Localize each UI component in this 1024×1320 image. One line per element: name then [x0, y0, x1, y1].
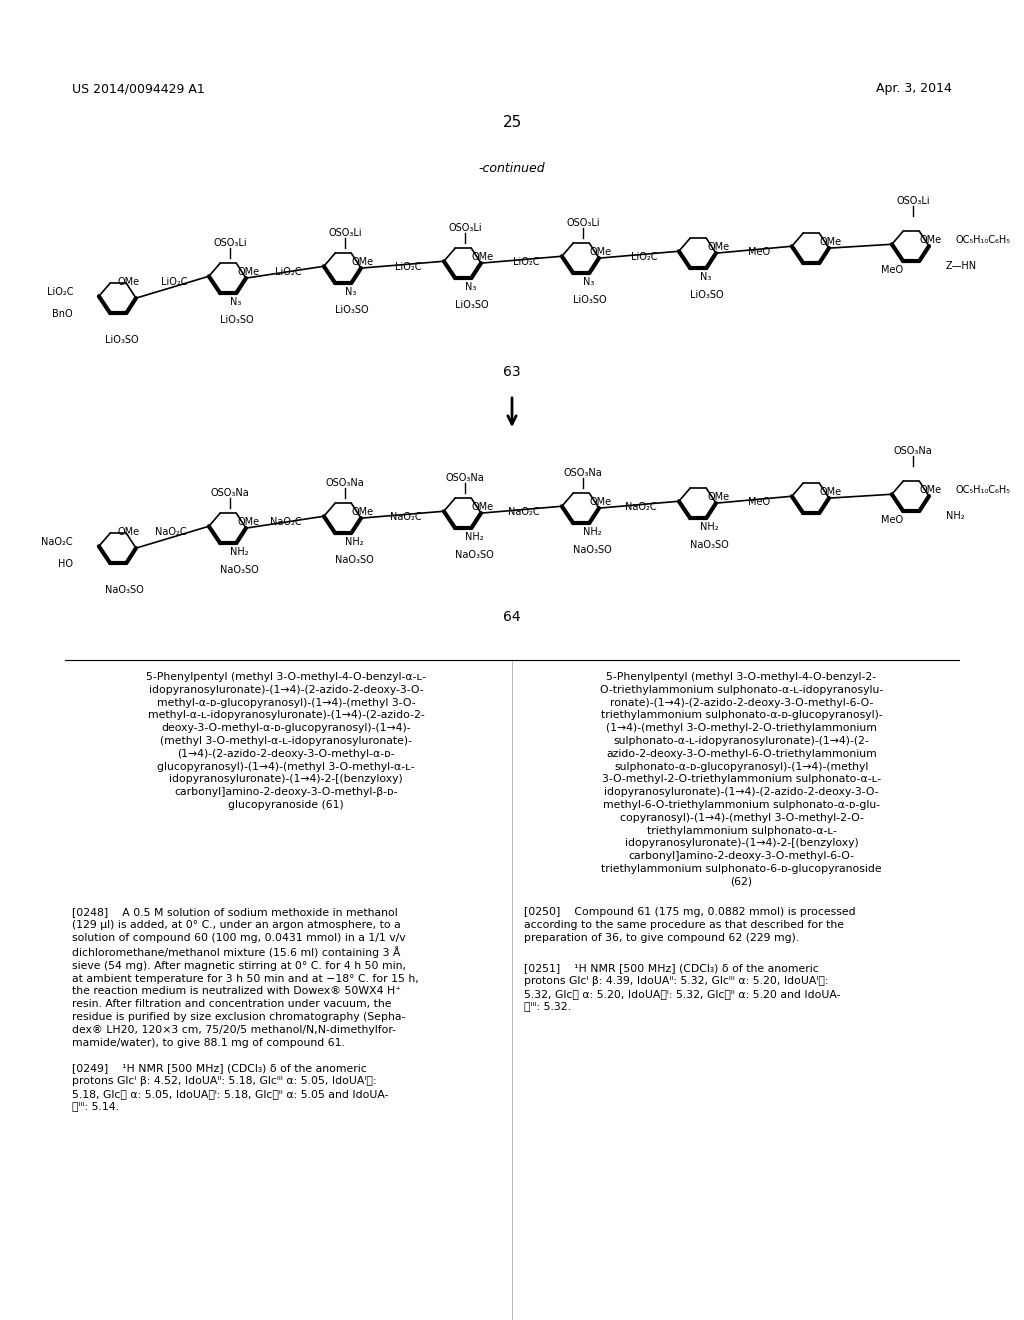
Text: 25: 25	[503, 115, 521, 129]
Text: OC₅H₁₀C₆H₅: OC₅H₁₀C₆H₅	[956, 235, 1011, 246]
Text: OSO₃Li: OSO₃Li	[213, 238, 247, 248]
Text: NH₂: NH₂	[946, 511, 965, 521]
Text: Z—HN: Z—HN	[946, 261, 977, 271]
Text: -continued: -continued	[478, 162, 546, 176]
Text: NaO₂C: NaO₂C	[156, 527, 187, 537]
Text: OSO₃Na: OSO₃Na	[563, 469, 602, 478]
Text: NH₂: NH₂	[700, 521, 719, 532]
Text: LiO₂C: LiO₂C	[46, 286, 73, 297]
Text: NH₂: NH₂	[345, 537, 364, 546]
Text: NaO₃SO: NaO₃SO	[573, 545, 611, 554]
Text: OMe: OMe	[237, 267, 259, 277]
Text: LiO₂C: LiO₂C	[631, 252, 657, 261]
Text: OMe: OMe	[117, 527, 139, 537]
Text: OMe: OMe	[707, 242, 729, 252]
Text: OSO₃Na: OSO₃Na	[894, 446, 933, 455]
Text: 5-Phenylpentyl (methyl 3-O-methyl-4-O-benzyl-α-ʟ-
idopyranosyluronate)-(1→4)-(2-: 5-Phenylpentyl (methyl 3-O-methyl-4-O-be…	[146, 672, 426, 810]
Text: OMe: OMe	[920, 235, 942, 246]
Text: N₃: N₃	[465, 282, 476, 292]
Text: MeO: MeO	[748, 247, 770, 257]
Text: OMe: OMe	[352, 257, 374, 267]
Text: LiO₂C: LiO₂C	[275, 267, 302, 277]
Text: [0251]    ¹H NMR [500 MHz] (CDCl₃) δ of the anomeric
protons Glcᴵ β: 4.39, IdoUA: [0251] ¹H NMR [500 MHz] (CDCl₃) δ of the…	[524, 964, 841, 1011]
Text: [0249]    ¹H NMR [500 MHz] (CDCl₃) δ of the anomeric
protons Glcᴵ β: 4.52, IdoUA: [0249] ¹H NMR [500 MHz] (CDCl₃) δ of the…	[72, 1063, 388, 1111]
Text: LiO₃SO: LiO₃SO	[690, 290, 724, 300]
Text: LiO₂C: LiO₂C	[395, 261, 422, 272]
Text: N₃: N₃	[583, 277, 594, 286]
Text: NaO₂C: NaO₂C	[390, 512, 422, 521]
Text: NaO₂C: NaO₂C	[626, 502, 657, 512]
Text: LiO₃SO: LiO₃SO	[573, 294, 606, 305]
Text: LiO₃SO: LiO₃SO	[335, 305, 369, 315]
Text: [0250]    Compound 61 (175 mg, 0.0882 mmol) is processed
according to the same p: [0250] Compound 61 (175 mg, 0.0882 mmol)…	[524, 907, 856, 942]
Text: OMe: OMe	[590, 247, 612, 257]
Text: OSO₃Li: OSO₃Li	[566, 218, 600, 228]
Text: OSO₃Li: OSO₃Li	[449, 223, 482, 234]
Text: OMe: OMe	[117, 277, 139, 286]
Text: OC₅H₁₀C₆H₅: OC₅H₁₀C₆H₅	[956, 484, 1011, 495]
Text: LiO₃SO: LiO₃SO	[455, 300, 488, 310]
Text: OSO₃Na: OSO₃Na	[211, 488, 250, 498]
Text: OSO₃Na: OSO₃Na	[326, 478, 365, 488]
Text: NaO₂C: NaO₂C	[270, 517, 302, 527]
Text: NaO₂C: NaO₂C	[508, 507, 540, 517]
Text: MeO: MeO	[881, 265, 903, 275]
Text: OMe: OMe	[472, 502, 495, 512]
Text: NH₂: NH₂	[465, 532, 483, 543]
Text: NaO₃SO: NaO₃SO	[105, 585, 143, 595]
Text: OMe: OMe	[820, 487, 842, 498]
Text: NH₂: NH₂	[583, 527, 602, 537]
Text: [0248]    A 0.5 M solution of sodium methoxide in methanol
(129 μl) is added, at: [0248] A 0.5 M solution of sodium methox…	[72, 907, 419, 1048]
Text: OMe: OMe	[472, 252, 495, 261]
Text: MeO: MeO	[748, 498, 770, 507]
Text: LiO₂C: LiO₂C	[513, 257, 540, 267]
Text: OSO₃Li: OSO₃Li	[896, 195, 930, 206]
Text: NH₂: NH₂	[230, 546, 249, 557]
Text: OMe: OMe	[820, 238, 842, 247]
Text: LiO₃SO: LiO₃SO	[220, 315, 254, 325]
Text: OMe: OMe	[590, 498, 612, 507]
Text: MeO: MeO	[881, 515, 903, 525]
Text: LiO₂C: LiO₂C	[161, 277, 187, 286]
Text: LiO₃SO: LiO₃SO	[105, 335, 138, 345]
Text: NaO₃SO: NaO₃SO	[455, 550, 494, 560]
Text: NaO₃SO: NaO₃SO	[690, 540, 729, 550]
Text: OSO₃Li: OSO₃Li	[328, 228, 361, 238]
Text: HO: HO	[58, 558, 73, 569]
Text: N₃: N₃	[230, 297, 242, 308]
Text: OMe: OMe	[237, 517, 259, 527]
Text: BnO: BnO	[52, 309, 73, 319]
Text: NaO₂C: NaO₂C	[41, 537, 73, 546]
Text: OSO₃Na: OSO₃Na	[445, 473, 484, 483]
Text: N₃: N₃	[345, 286, 356, 297]
Text: 63: 63	[503, 366, 521, 379]
Text: OMe: OMe	[352, 507, 374, 517]
Text: NaO₃SO: NaO₃SO	[220, 565, 259, 576]
Text: 64: 64	[503, 610, 521, 624]
Text: NaO₃SO: NaO₃SO	[335, 554, 374, 565]
Text: 5-Phenylpentyl (methyl 3-O-methyl-4-O-benzyl-2-
O-triethylammonium sulphonato-α-: 5-Phenylpentyl (methyl 3-O-methyl-4-O-be…	[600, 672, 883, 887]
Text: OMe: OMe	[920, 484, 942, 495]
Text: US 2014/0094429 A1: US 2014/0094429 A1	[72, 82, 205, 95]
Text: N₃: N₃	[700, 272, 712, 282]
Text: Apr. 3, 2014: Apr. 3, 2014	[877, 82, 952, 95]
Text: OMe: OMe	[707, 492, 729, 502]
